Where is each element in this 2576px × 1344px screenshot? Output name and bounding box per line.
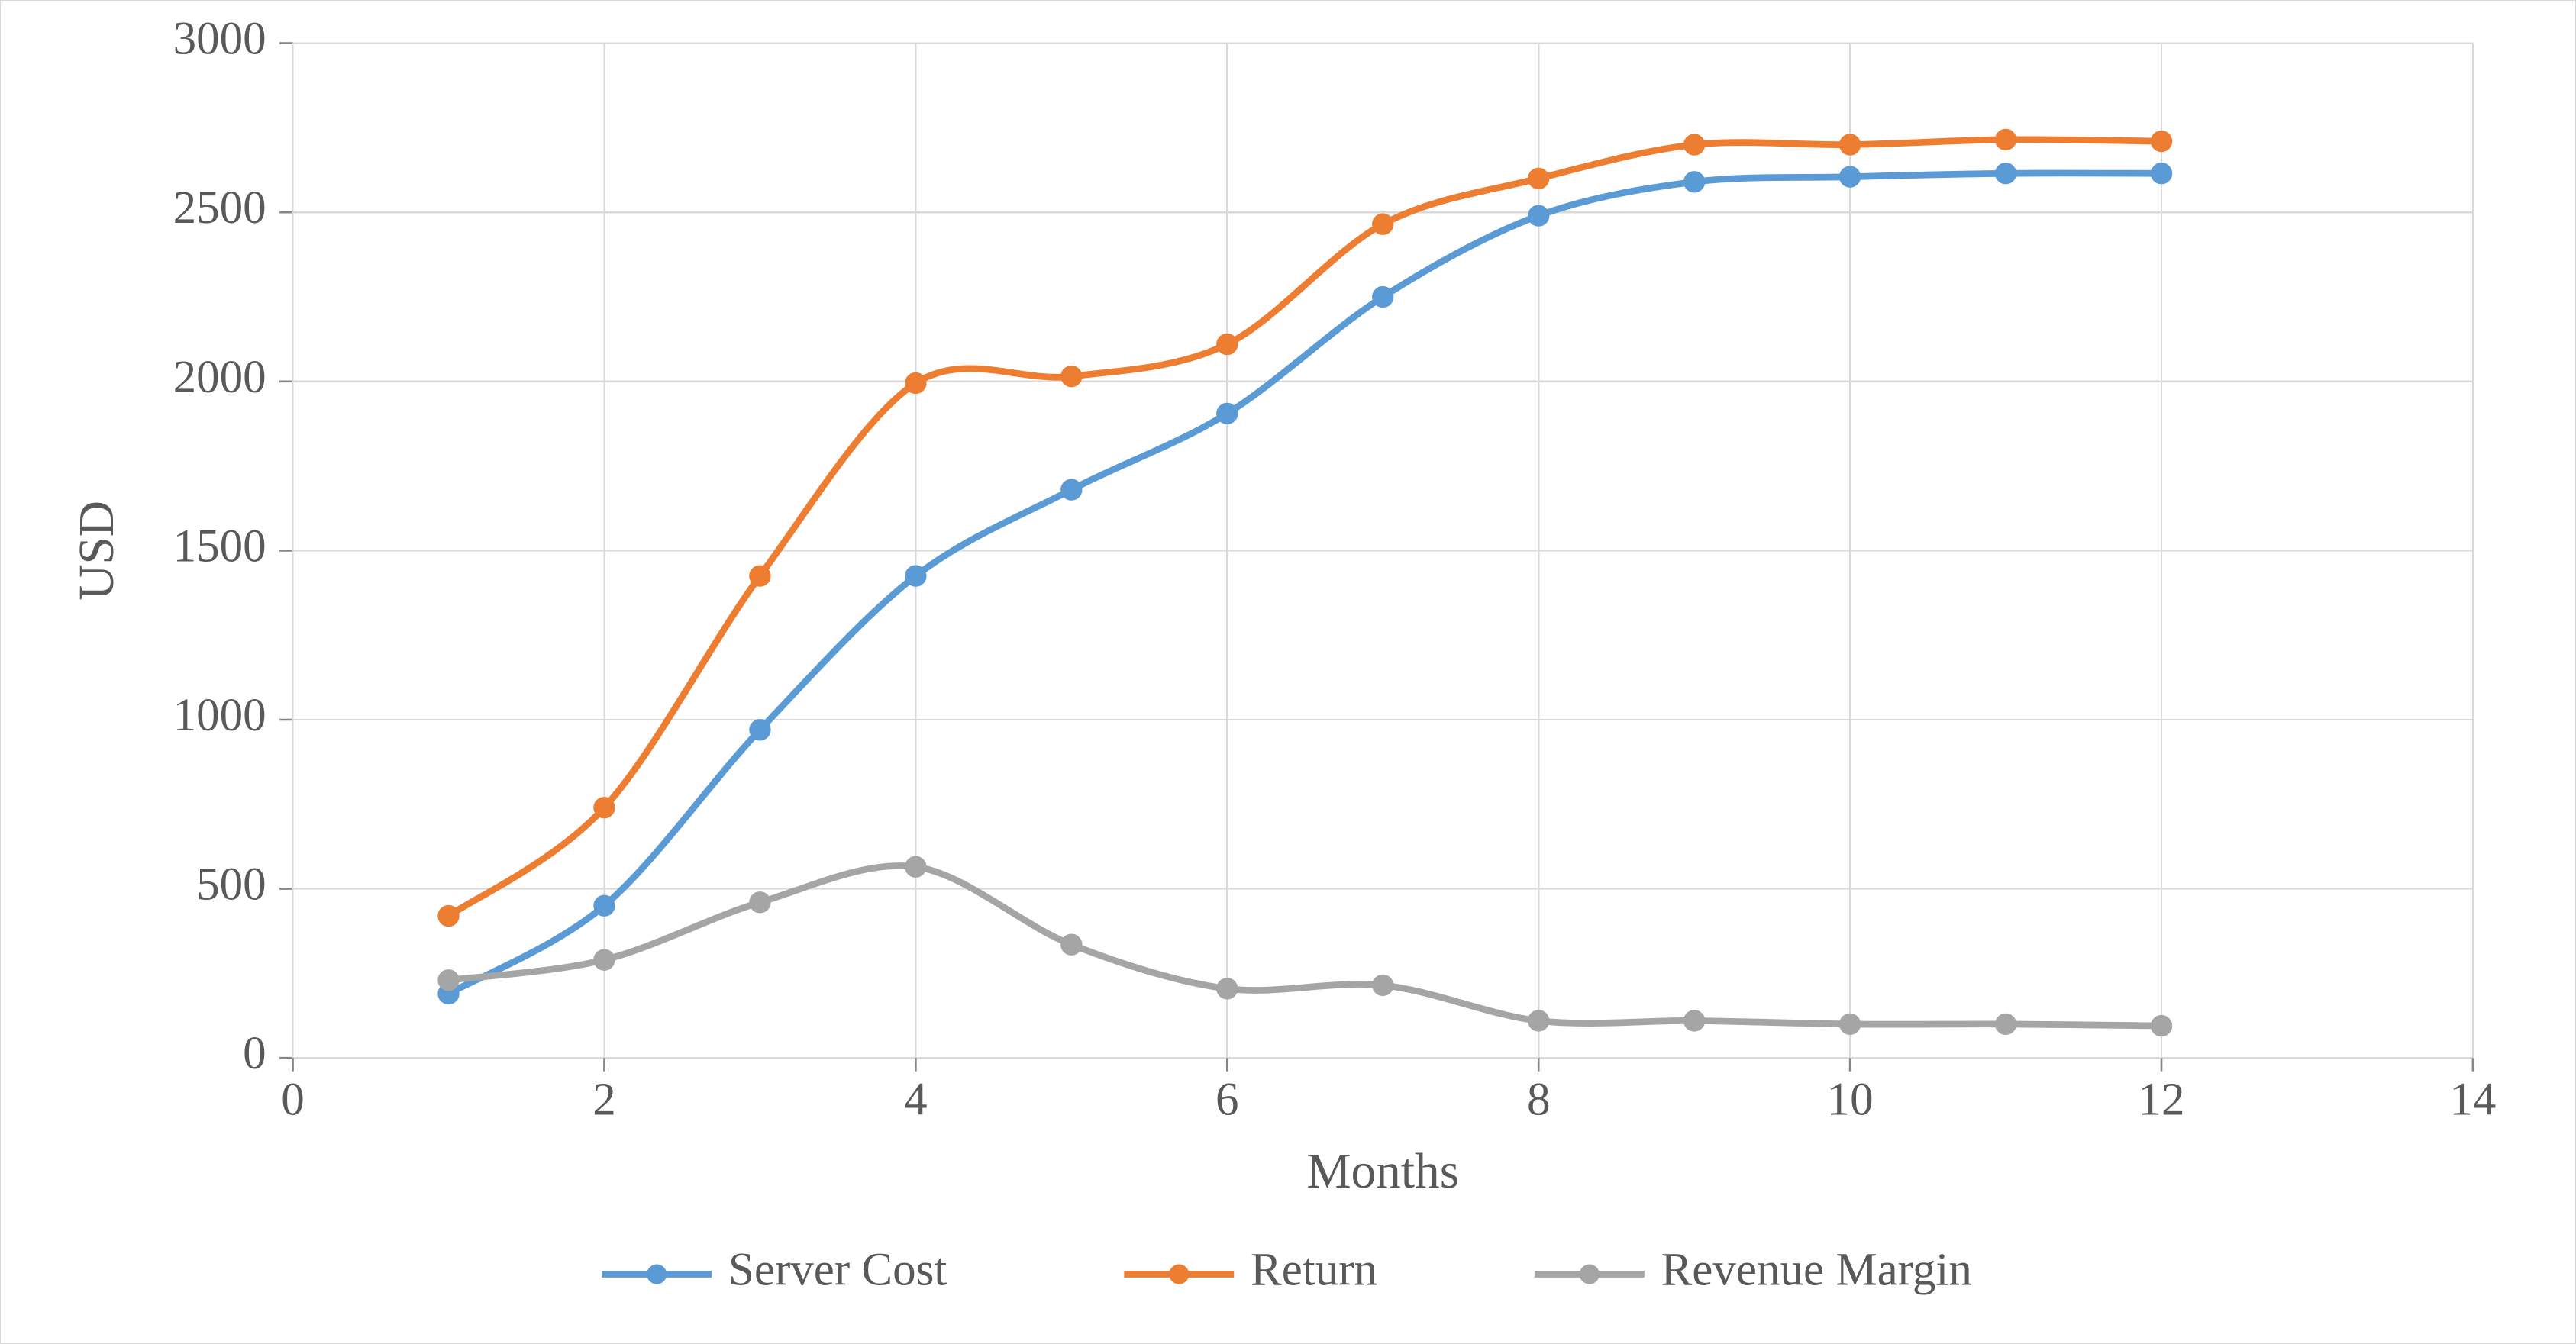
y-axis-label: USD — [69, 501, 124, 601]
series-marker-2 — [750, 892, 770, 912]
legend-marker-2 — [1580, 1264, 1600, 1284]
series-marker-0 — [750, 720, 770, 740]
line-chart: 0 500 1000 1500 2000 2500 3000 0 2 4 6 8 10 12 14 USD Mo… — [10, 10, 2566, 1334]
series-marker-0 — [1684, 172, 1704, 192]
series-marker-0 — [1373, 287, 1393, 307]
series-marker-0 — [1528, 206, 1548, 226]
series-marker-1 — [905, 373, 925, 393]
series-marker-2 — [1684, 1010, 1704, 1030]
series-marker-2 — [1061, 935, 1081, 955]
y-tick-label: 0 — [243, 1028, 266, 1079]
series-marker-2 — [1217, 978, 1237, 998]
series-marker-1 — [1061, 366, 1081, 386]
x-tick-label: 2 — [592, 1074, 616, 1125]
series-marker-2 — [1840, 1014, 1860, 1034]
series-marker-0 — [1217, 404, 1237, 424]
y-tick-label: 1000 — [173, 690, 266, 741]
series-marker-1 — [2152, 131, 2171, 151]
series-line-1 — [449, 140, 2162, 916]
x-tick-label: 14 — [2449, 1074, 2496, 1125]
series-marker-2 — [1528, 1010, 1548, 1030]
series-line-2 — [449, 865, 2162, 1026]
series-marker-0 — [1840, 167, 1860, 187]
series-marker-2 — [2152, 1016, 2171, 1036]
y-tick-label: 3000 — [173, 14, 266, 65]
series-marker-0 — [2152, 163, 2171, 183]
series-marker-1 — [1996, 130, 2016, 150]
series-marker-2 — [905, 857, 925, 877]
x-tick-label: 8 — [1527, 1074, 1551, 1125]
series-marker-1 — [750, 566, 770, 586]
series-line-0 — [449, 173, 2162, 994]
series-marker-2 — [594, 950, 614, 970]
series-marker-1 — [1373, 214, 1393, 234]
series-marker-1 — [1217, 334, 1237, 354]
series-marker-2 — [1373, 975, 1393, 995]
y-tick-label: 1500 — [173, 521, 266, 572]
x-tick-label: 12 — [2139, 1074, 2185, 1125]
series-marker-0 — [905, 566, 925, 586]
y-tick-label: 2500 — [173, 182, 266, 234]
series-marker-2 — [1996, 1014, 2016, 1034]
x-tick-label: 0 — [281, 1074, 305, 1125]
series-marker-0 — [1996, 163, 2016, 183]
series-marker-0 — [594, 896, 614, 916]
series-marker-0 — [1061, 480, 1081, 500]
y-tick-label: 2000 — [173, 352, 266, 403]
series-marker-2 — [438, 970, 458, 990]
legend-label-2: Revenue Margin — [1661, 1245, 1972, 1296]
x-tick-label: 4 — [904, 1074, 928, 1125]
series-marker-1 — [1528, 169, 1548, 189]
legend-marker-0 — [647, 1264, 667, 1284]
x-tick-label: 10 — [1827, 1074, 1874, 1125]
legend-label-1: Return — [1251, 1245, 1377, 1296]
y-tick-label: 500 — [196, 859, 266, 911]
chart-container: 0 500 1000 1500 2000 2500 3000 0 2 4 6 8 10 12 14 USD Mo… — [0, 0, 2576, 1344]
series-marker-1 — [1840, 134, 1860, 154]
series-marker-1 — [438, 906, 458, 926]
legend-marker-1 — [1169, 1264, 1189, 1284]
x-tick-label: 6 — [1215, 1074, 1239, 1125]
legend-label-0: Server Cost — [728, 1245, 947, 1296]
series-marker-1 — [594, 798, 614, 817]
series-marker-1 — [1684, 134, 1704, 154]
x-axis-label: Months — [1306, 1144, 1459, 1199]
